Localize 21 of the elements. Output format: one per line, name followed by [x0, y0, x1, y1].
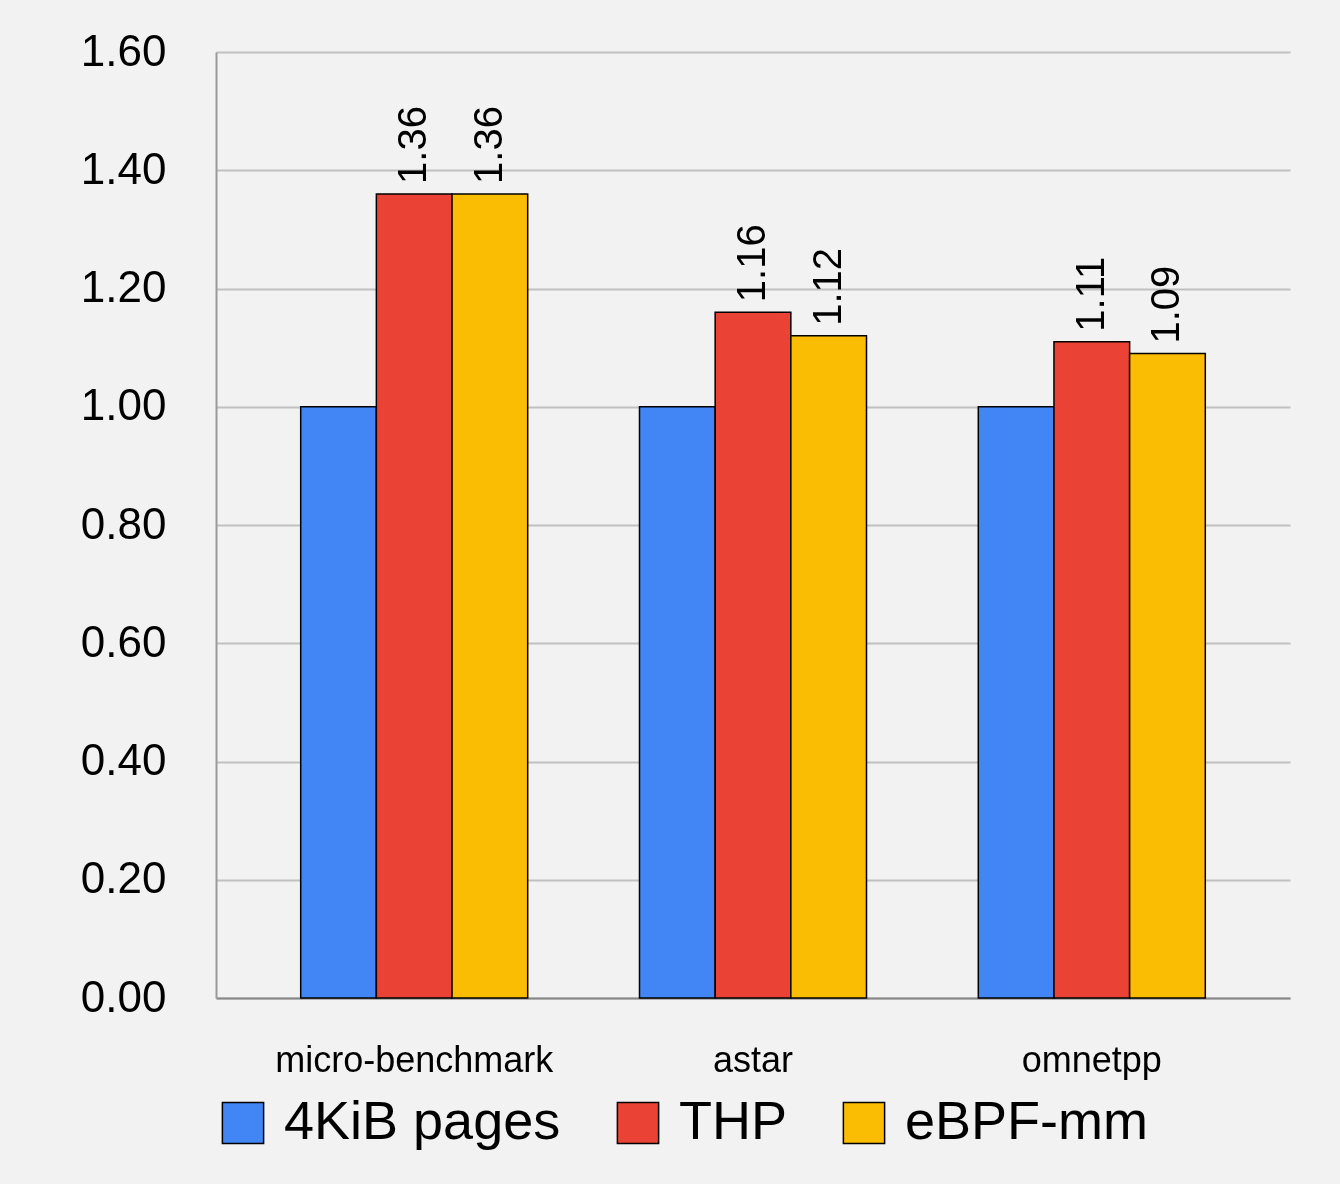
y-tick-label: 0.40: [80, 735, 167, 784]
x-tick-label: micro-benchmark: [275, 1038, 555, 1080]
y-tick-label: 1.20: [80, 262, 167, 311]
y-tick-label: 1.40: [80, 143, 167, 193]
y-tick-label: 0.20: [80, 853, 167, 903]
x-tick-label: astar: [712, 1038, 794, 1080]
data-label: 1.12: [804, 247, 849, 326]
legend-label: eBPF-mm: [905, 1090, 1148, 1150]
x-tick-label: omnetpp: [1021, 1038, 1162, 1080]
y-tick-label: 1.00: [80, 380, 167, 430]
data-label: 1.16: [729, 224, 773, 303]
data-label: 1.36: [390, 106, 435, 184]
legend-label: 4KiB pages: [284, 1090, 561, 1150]
y-tick-label: 1.60: [80, 25, 167, 75]
legend-label: THP: [679, 1090, 787, 1150]
y-tick-label: 0.80: [80, 498, 167, 548]
data-label: 1.36: [465, 106, 510, 184]
y-tick-label: 0.00: [80, 971, 167, 1021]
data-label: 1.11: [1067, 256, 1112, 332]
y-tick-label: 0.60: [80, 616, 167, 666]
data-label: 1.09: [1143, 265, 1188, 344]
